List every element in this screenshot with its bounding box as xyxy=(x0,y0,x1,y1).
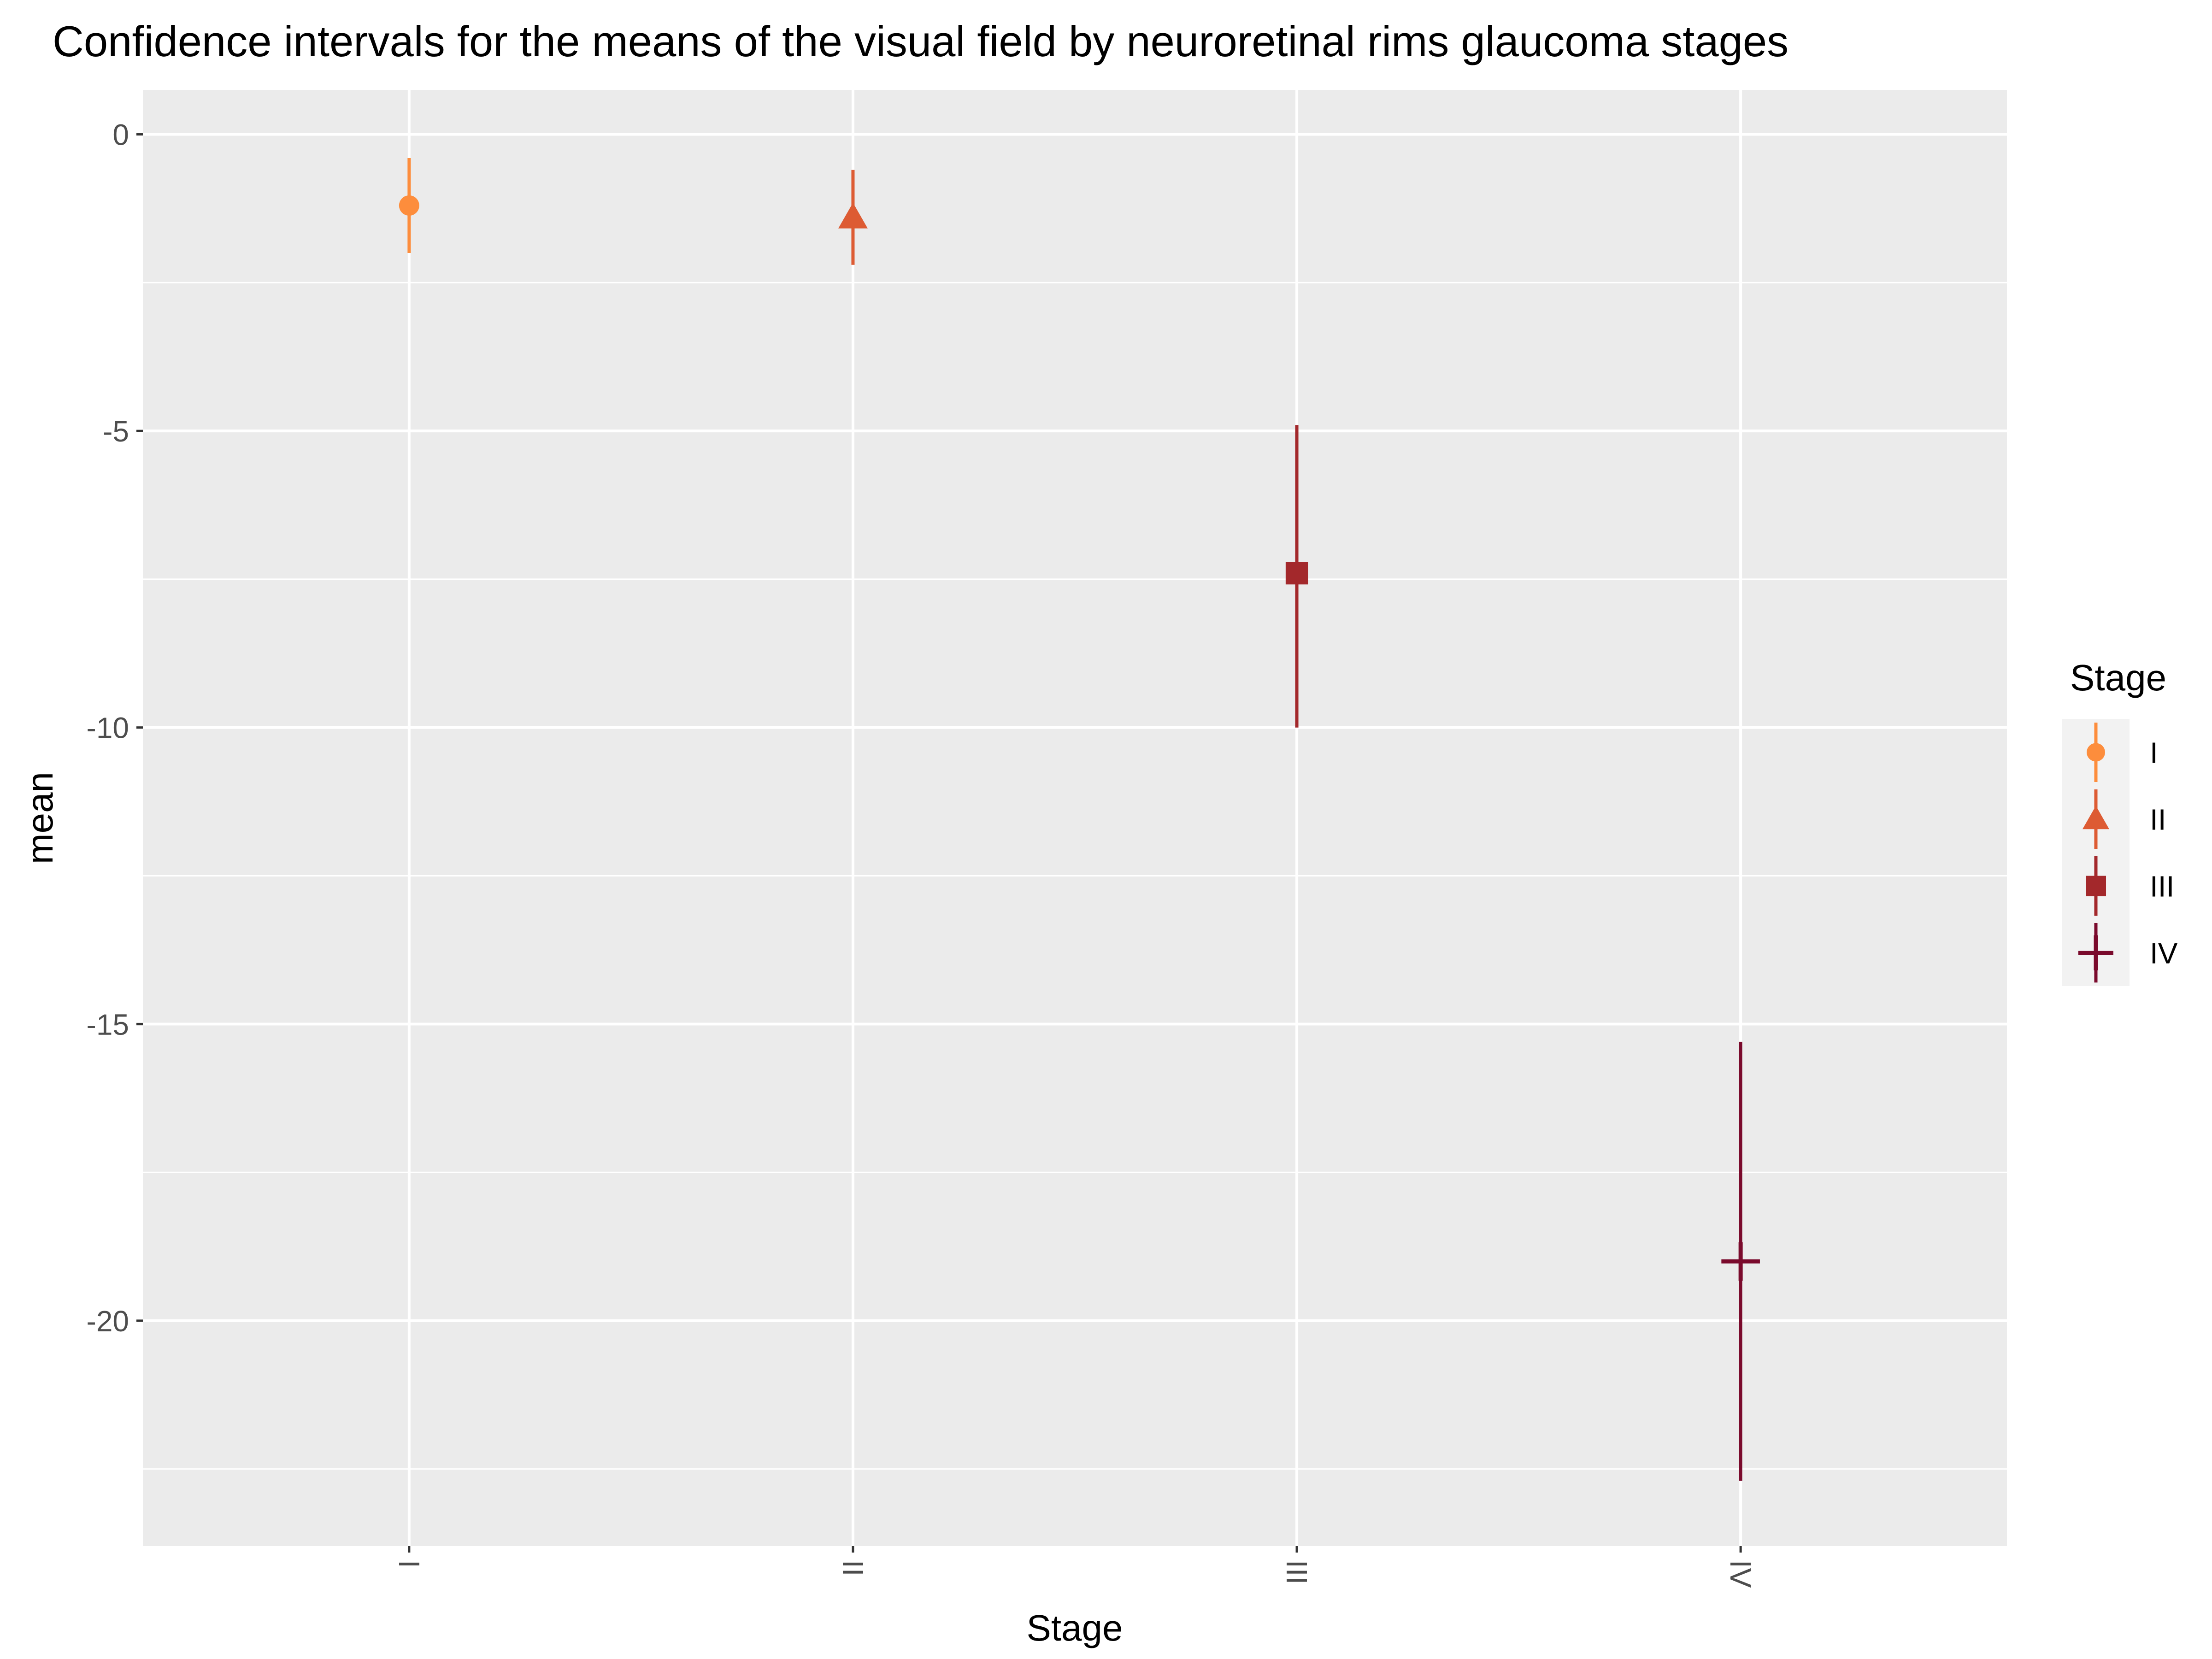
data-marks xyxy=(399,158,1760,1481)
y-tick-label: -5 xyxy=(103,415,129,448)
point-II xyxy=(838,202,868,229)
x-tick-label: I xyxy=(393,1560,426,1568)
y-tick-label: -20 xyxy=(87,1305,129,1338)
legend-marker-III xyxy=(2086,876,2106,896)
x-axis-label: Stage xyxy=(1026,1607,1123,1648)
y-tick-label: 0 xyxy=(112,118,129,152)
legend-label-IV: IV xyxy=(2150,937,2178,970)
legend-marker-II xyxy=(2083,806,2109,830)
x-tick-label: IV xyxy=(1724,1560,1757,1588)
legend-label-II: II xyxy=(2150,803,2166,836)
legend-marker-I xyxy=(2087,743,2105,762)
legend-marker-IV xyxy=(2078,935,2113,971)
point-I xyxy=(399,195,419,216)
x-tick-label: III xyxy=(1280,1560,1313,1584)
x-axis: I II III IV xyxy=(393,1546,1757,1588)
grid-minor xyxy=(143,282,2007,1470)
plot-panel xyxy=(143,90,2007,1546)
point-IV xyxy=(1721,1242,1760,1281)
chart-title: Confidence intervals for the means of th… xyxy=(53,17,1788,65)
point-III xyxy=(1285,562,1308,585)
legend-title: Stage xyxy=(2070,657,2166,698)
legend-label-III: III xyxy=(2150,870,2174,903)
y-tick-label: -10 xyxy=(87,712,129,745)
x-tick-label: II xyxy=(836,1560,870,1577)
y-tick-label: -15 xyxy=(87,1008,129,1041)
y-axis: 0 -5 -10 -15 -20 xyxy=(87,118,143,1338)
legend-label-I: I xyxy=(2150,736,2158,770)
y-axis-label: mean xyxy=(19,772,60,864)
